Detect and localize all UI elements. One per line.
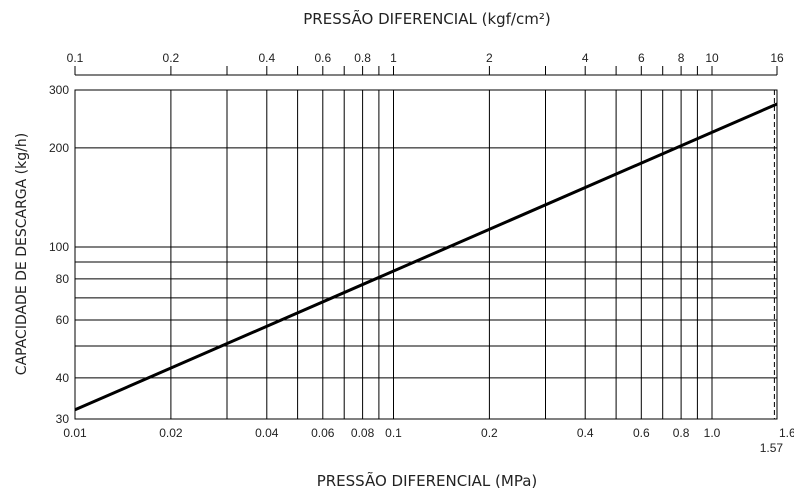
y-tick-label: 30 [56,412,70,426]
top-axis-tick-label: 6 [638,51,645,65]
x-tick-label: 0.8 [673,426,690,440]
top-axis-tick-label: 8 [678,51,685,65]
top-axis-title: PRESSÃO DIFERENCIAL (kgf/cm²) [303,9,550,28]
marker-label: 1.57 [760,441,784,455]
x-tick-label: 0.6 [633,426,650,440]
top-axis-tick-label: 1 [390,51,397,65]
y-tick-label: 80 [56,272,70,286]
y-tick-label: 100 [49,240,69,254]
x-tick-label: 1.0 [704,426,721,440]
top-axis-tick-label: 16 [770,51,784,65]
top-axis-tick-label: 0.6 [314,51,331,65]
top-axis-tick-label: 0.1 [67,51,84,65]
x-tick-label: 0.01 [63,426,87,440]
x-tick-label: 0.4 [577,426,594,440]
series [74,102,778,412]
y-tick-label: 300 [49,83,69,97]
x-tick-label: 0.08 [351,426,375,440]
top-axis-tick-label: 0.8 [354,51,371,65]
x-tick-label: 0.1 [385,426,402,440]
top-axis-tick-label: 10 [705,51,719,65]
y-tick-label: 60 [56,313,70,327]
x-tick-label: 0.2 [481,426,498,440]
tick-labels: 1.57 0.01 0.02 0.04 0.06 0.08 0.1 0.2 0.4 0.6 0.8 1… [49,83,794,455]
y-tick-label: 40 [56,371,70,385]
y-tick-label: 200 [49,141,69,155]
x-axis-title: PRESSÃO DIFERENCIAL (MPa) [317,471,538,490]
y-axis-title: CAPACIDADE DE DESCARGA (kg/h) [14,133,30,375]
top-axis: 0.1 0.2 0.4 0.6 0.8 1 2 4 6 8 10 16 [67,51,784,76]
plot-frame [74,89,778,420]
top-axis-tick-label: 4 [582,51,589,65]
x-tick-label: 0.06 [311,426,335,440]
top-axis-tick-label: 2 [486,51,493,65]
top-axis-tick-label: 0.2 [163,51,180,65]
x-tick-label: 1.6 [779,426,794,440]
x-tick-label: 0.04 [255,426,279,440]
x-tick-label: 0.02 [159,426,183,440]
capacity-curve [74,102,778,412]
grid [74,89,777,420]
top-axis-tick-label: 0.4 [258,51,275,65]
